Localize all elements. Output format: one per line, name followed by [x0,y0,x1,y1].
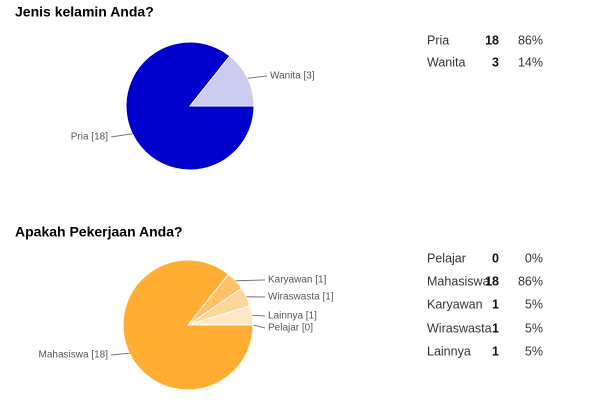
row-count: 1 [492,344,499,358]
row-percent: 86% [518,33,543,47]
row-percent: 0% [525,251,543,265]
slice-label: Mahasiswa [18] [39,350,109,361]
row-count: 1 [492,297,499,311]
slice-label: Karyawan [1] [268,275,327,286]
row-label: Wiraswasta [427,321,492,335]
slice-label: Pria [18] [71,132,108,143]
row-count: 18 [485,33,499,47]
row-count: 18 [485,274,499,288]
row-percent: 14% [518,55,543,69]
row-count: 3 [492,55,499,69]
leader-line [235,279,266,282]
slice-label: Pelajar [0] [268,323,313,334]
row-label: Lainnya [427,344,471,358]
row-label: Mahasiswa [427,274,490,288]
slice-label: Wanita [3] [270,71,315,82]
slice-label: Lainnya [1] [268,311,317,322]
row-label: Wanita [427,55,465,69]
row-label: Karyawan [427,297,483,311]
chart-title: Jenis kelamin Anda? [15,4,154,20]
leader-line [110,133,133,138]
pie-slice [187,305,254,326]
leader-line [247,75,268,79]
row-percent: 5% [525,321,543,335]
leader-line [252,314,266,317]
row-percent: 86% [518,274,543,288]
row-percent: 5% [525,297,543,311]
row-label: Pelajar [427,251,466,265]
row-count: 0 [492,251,499,265]
row-label: Pria [427,33,449,47]
chart-title: Apakah Pekerjaan Anda? [15,224,183,240]
pie-slice [188,55,255,107]
row-count: 1 [492,321,499,335]
leader-line [252,324,266,329]
slice-label: Wiraswasta [1] [268,292,334,303]
leader-line [110,352,130,356]
row-percent: 5% [525,344,543,358]
